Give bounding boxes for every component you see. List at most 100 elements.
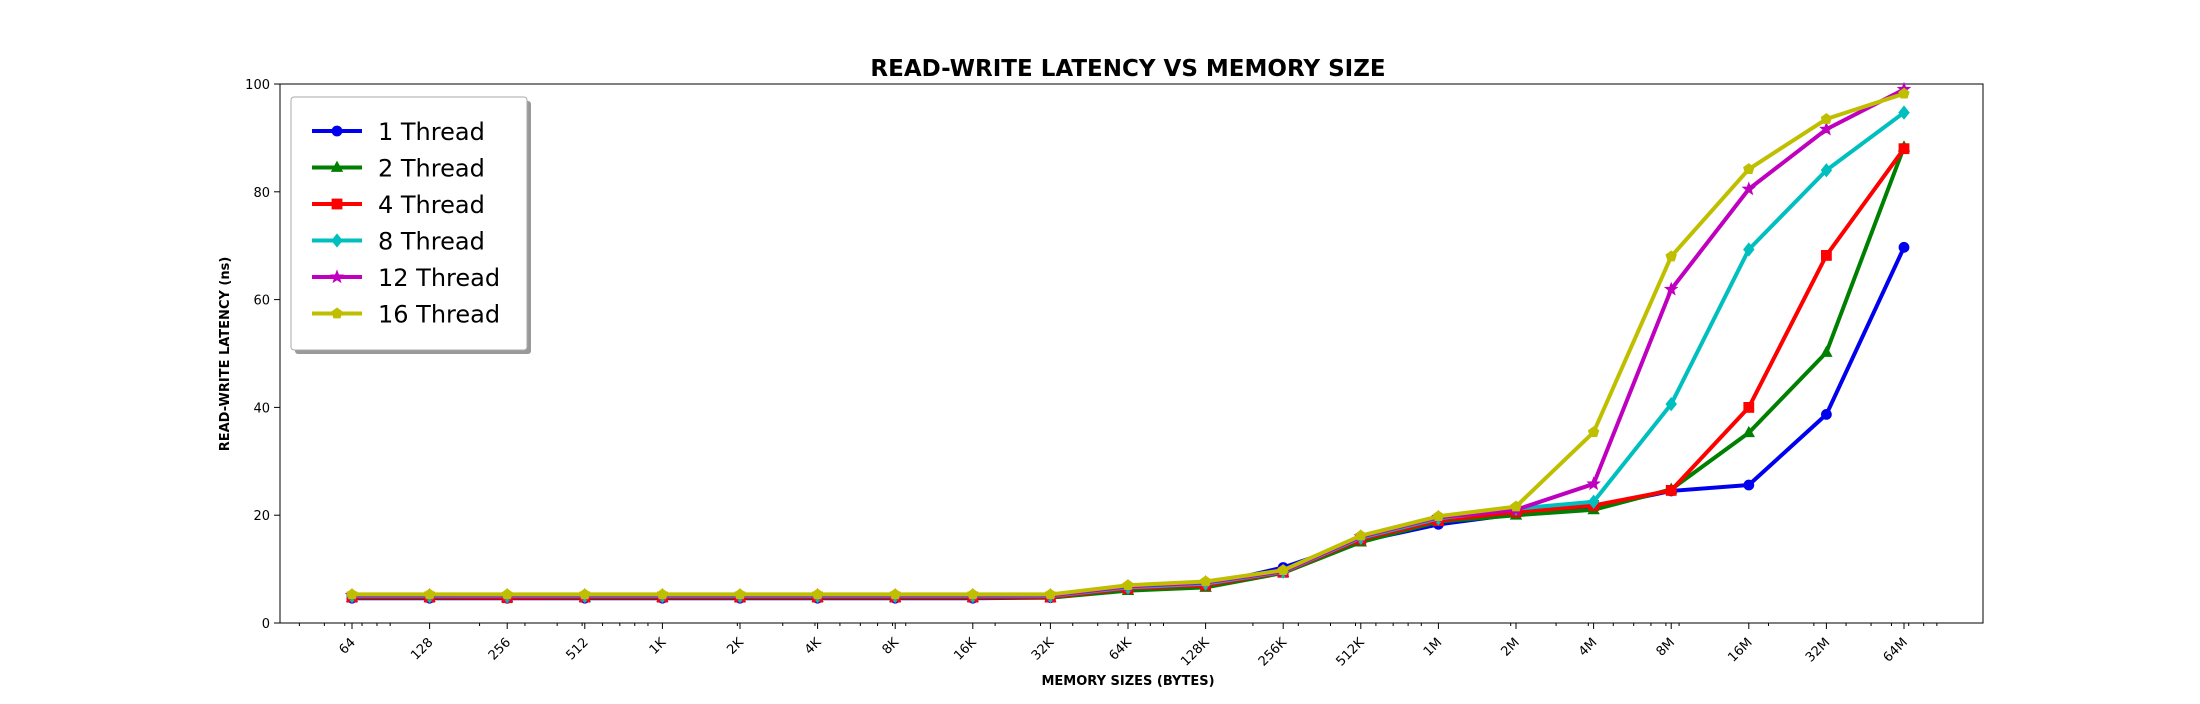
x-tick-label: 4M	[1576, 635, 1600, 659]
x-tick-label: 128K	[1178, 635, 1213, 670]
y-tick-label: 100	[245, 78, 270, 93]
data-point-2-thread	[1820, 345, 1833, 357]
legend-item-2-thread: 2 Thread	[312, 155, 485, 183]
legend: 1 Thread 2 Thread 4 Thread 8 Thread 12 Threa…	[290, 96, 531, 354]
y-axis-label: READ-WRITE LATENCY (ns)	[218, 257, 233, 452]
legend-item-1-thread: 1 Thread	[312, 118, 485, 146]
series-2-thread	[345, 140, 1911, 603]
data-point-1-thread	[1821, 409, 1832, 420]
x-tick-label: 256	[486, 635, 514, 663]
data-point-16-thread	[811, 588, 824, 600]
plot-frame	[279, 83, 1984, 624]
series-line-8-thread	[350, 110, 1906, 599]
x-tick-label: 256K	[1256, 635, 1291, 670]
legend-marker-2-thread	[330, 160, 344, 172]
data-point-4-thread	[1821, 250, 1832, 261]
data-point-16-thread	[1199, 575, 1212, 587]
x-tick-label: 4K	[802, 635, 825, 658]
series-4-thread	[346, 143, 1910, 604]
data-point-8-thread	[1820, 163, 1833, 178]
legend-label-16-thread: 16 Thread	[378, 301, 500, 329]
legend-marker-8-thread	[331, 233, 343, 248]
data-point-16-thread	[1355, 529, 1367, 541]
data-point-16-thread	[1820, 113, 1833, 124]
data-point-16-thread	[656, 588, 669, 600]
y-tick-label: 0	[262, 617, 270, 632]
x-tick-label: 64M	[1881, 635, 1911, 665]
data-point-8-thread	[1898, 105, 1910, 120]
data-point-16-thread	[734, 588, 746, 600]
x-tick-label: 1K	[647, 635, 670, 658]
data-point-12-thread	[1586, 476, 1601, 491]
legend-label-4-thread: 4 Thread	[378, 191, 485, 219]
data-point-16-thread	[1665, 250, 1677, 262]
legend-label-2-thread: 2 Thread	[378, 155, 485, 183]
y-tick-label: 40	[253, 401, 270, 416]
legend-label-12-thread: 12 Thread	[378, 264, 500, 292]
legend-item-12-thread: 12 Thread	[312, 264, 500, 292]
series-16-thread	[346, 87, 1910, 600]
data-point-16-thread	[1898, 87, 1910, 99]
series-line-16-thread	[350, 91, 1906, 597]
legend-marker-12-thread	[329, 269, 345, 284]
data-point-12-thread	[1663, 281, 1679, 296]
data-point-16-thread	[1587, 426, 1600, 438]
x-tick-label: 32M	[1803, 635, 1833, 665]
x-tick-label: 16K	[951, 635, 980, 664]
series-line-12-thread	[350, 87, 1906, 598]
x-tick-label: 512K	[1333, 635, 1368, 670]
x-tick-label: 2K	[724, 635, 747, 658]
legend-label-8-thread: 8 Thread	[378, 228, 485, 256]
legend-label-1-thread: 1 Thread	[378, 118, 485, 146]
x-tick-label: 8M	[1654, 635, 1678, 659]
data-point-16-thread	[501, 588, 513, 600]
data-point-16-thread	[346, 588, 358, 600]
series-line-1-thread	[350, 245, 1906, 601]
legend-item-16-thread: 16 Thread	[312, 301, 500, 329]
x-tick-label: 16M	[1725, 635, 1755, 665]
data-point-16-thread	[1044, 588, 1057, 600]
series-line-2-thread	[350, 145, 1906, 600]
x-tick-label: 64K	[1106, 635, 1135, 664]
data-point-12-thread	[1819, 121, 1834, 136]
series-1-thread	[346, 241, 1910, 604]
data-point-16-thread	[967, 588, 979, 600]
series-8-thread	[346, 105, 1910, 604]
data-point-4-thread	[1665, 485, 1677, 496]
data-point-2-thread	[1742, 425, 1755, 438]
legend-marker-16-thread	[331, 307, 343, 319]
data-point-16-thread	[1122, 579, 1134, 591]
data-point-16-thread	[423, 588, 436, 600]
series-line-4-thread	[350, 146, 1906, 600]
data-point-16-thread	[1432, 510, 1445, 522]
x-tick-label: 64	[337, 635, 359, 657]
series-12-thread	[344, 81, 1912, 602]
legend-frame	[290, 96, 528, 351]
data-point-4-thread	[1743, 401, 1755, 413]
y-tick-label: 80	[253, 186, 270, 201]
data-point-16-thread	[579, 588, 591, 600]
legend-item-8-thread: 8 Thread	[312, 228, 485, 256]
x-tick-label: 512	[563, 635, 591, 663]
data-point-16-thread	[889, 588, 901, 600]
data-point-16-thread	[1743, 163, 1755, 175]
data-point-4-thread	[1898, 143, 1910, 155]
chart-title: READ-WRITE LATENCY VS MEMORY SIZE	[870, 56, 1385, 82]
data-point-16-thread	[1510, 500, 1522, 512]
legend-item-4-thread: 4 Thread	[312, 191, 485, 219]
y-tick-label: 60	[253, 294, 270, 309]
data-point-16-thread	[1277, 564, 1289, 576]
x-tick-label: 8K	[880, 635, 903, 658]
x-tick-label: 128	[408, 635, 436, 663]
data-point-8-thread	[1665, 397, 1677, 412]
x-tick-label: 2M	[1498, 635, 1522, 659]
data-point-8-thread	[1743, 242, 1755, 257]
x-tick-label: 32K	[1029, 635, 1058, 664]
x-tick-label: 1M	[1421, 635, 1445, 659]
y-tick-label: 20	[253, 509, 270, 524]
data-point-1-thread	[1743, 479, 1755, 491]
data-point-1-thread	[1898, 241, 1910, 253]
legend-marker-1-thread	[331, 125, 343, 137]
